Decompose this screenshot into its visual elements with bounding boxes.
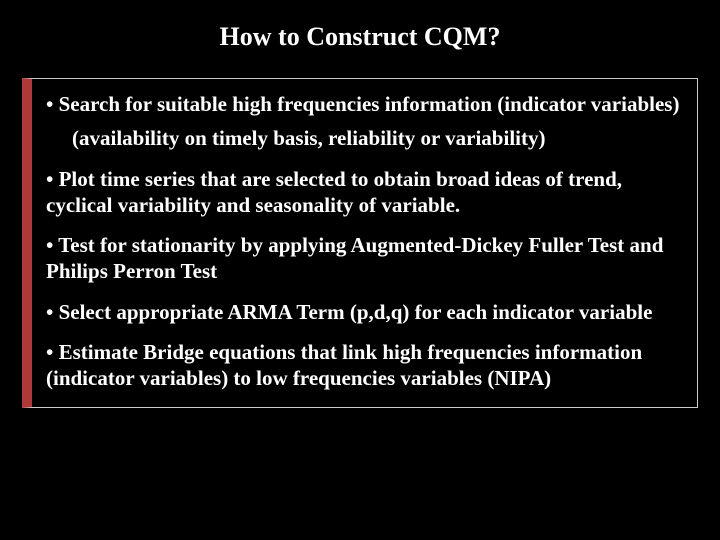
bullet-group: • Select appropriate ARMA Term (p,d,q) f… — [46, 299, 683, 325]
bullet-group: • Test for stationarity by applying Augm… — [46, 232, 683, 285]
bullet-group: • Search for suitable high frequencies i… — [46, 91, 683, 152]
slide-container: How to Construct CQM? • Search for suita… — [0, 0, 720, 540]
bullet-item: • Select appropriate ARMA Term (p,d,q) f… — [46, 299, 683, 325]
bullet-group: • Plot time series that are selected to … — [46, 166, 683, 219]
bullet-item: • Estimate Bridge equations that link hi… — [46, 339, 683, 392]
bullet-subtext: (availability on timely basis, reliabili… — [46, 125, 683, 151]
content-box: • Search for suitable high frequencies i… — [22, 78, 698, 408]
bullet-item: • Search for suitable high frequencies i… — [46, 91, 683, 117]
slide-title: How to Construct CQM? — [0, 0, 720, 70]
bullet-item: • Plot time series that are selected to … — [46, 166, 683, 219]
bullet-group: • Estimate Bridge equations that link hi… — [46, 339, 683, 392]
bullet-item: • Test for stationarity by applying Augm… — [46, 232, 683, 285]
